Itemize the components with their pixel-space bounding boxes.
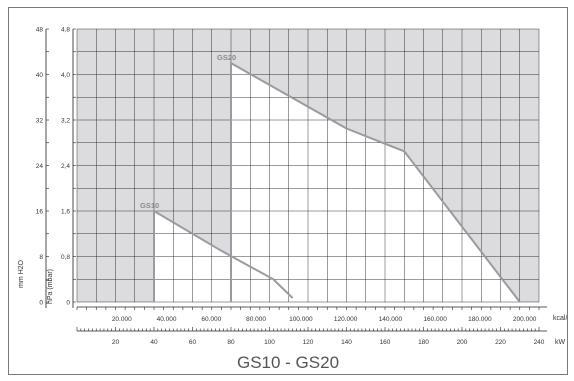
curve-gs10	[153, 209, 294, 302]
x-bottom-tick-label: 220	[495, 339, 506, 346]
x-top-tick-label: 20.000	[112, 316, 132, 323]
series-label-gs20: GS20	[217, 53, 236, 62]
y-outer-tick-label: 8	[39, 254, 43, 261]
x-bottom-tick-label: 160	[380, 339, 391, 346]
y-outer-tick-label: 0	[39, 300, 43, 307]
x-bottom-tick-label: 80	[227, 339, 235, 346]
x-top-tick-label: 120.000	[334, 316, 358, 323]
x-bottom-tick-label: 40	[150, 339, 158, 346]
x-top-tick-label: 60.000	[201, 316, 221, 323]
y-outer-tick-label: 24	[36, 163, 44, 170]
x-top-tick-label: 140.000	[379, 316, 403, 323]
area-gs20	[231, 63, 520, 302]
x-top-tick-label: 180.000	[468, 316, 492, 323]
x-top-tick-label: 100.000	[289, 316, 313, 323]
y-inner-tick-label: 3,2	[61, 118, 70, 125]
x-bottom-tick-label: 140	[341, 339, 352, 346]
x-top-tick-label: 40.000	[157, 316, 177, 323]
x-bottom-tick-label: 120	[303, 339, 314, 346]
series-label-gs10: GS10	[140, 201, 159, 210]
x-bottom-tick-label: 100	[264, 339, 275, 346]
x-bottom-tick-label: 200	[457, 339, 468, 346]
y-inner-tick-label: 4,8	[61, 27, 70, 34]
x-top-axis-label: kcal/h	[553, 315, 567, 322]
x-top-tick-label: 160.000	[423, 316, 447, 323]
x-bottom-axis-label: kW	[555, 339, 566, 346]
curve-gs20	[230, 61, 521, 303]
y-outer-tick-label: 48	[36, 27, 44, 34]
y-outer-tick-label: 32	[36, 118, 44, 125]
x-bottom-tick-label: 180	[418, 339, 429, 346]
y-inner-tick-label: 4,0	[61, 72, 70, 79]
y-inner-tick-label: 1,6	[61, 209, 70, 216]
x-bottom-tick-label: 20	[112, 339, 120, 346]
y-inner-axis-label: hPa (mbar)	[47, 269, 54, 304]
y-outer-axis-label: mm H2O	[18, 259, 25, 288]
y-inner-tick-label: 0	[66, 300, 70, 307]
y-outer-tick-label: 40	[36, 72, 44, 79]
y-outer-tick-label: 16	[36, 209, 44, 216]
chart-frame: 0 8 16 24 32 40 48 0 0,8 1,6 2,4 3,2 4,0 4,8 20.000 40.…	[8, 7, 568, 375]
chart-title: GS10 - GS20	[237, 353, 339, 372]
x-bottom-tick-label: 240	[534, 339, 545, 346]
x-top-tick-label: 200.000	[513, 316, 537, 323]
x-bottom-tick-label: 60	[189, 339, 197, 346]
y-inner-tick-label: 2,4	[61, 163, 70, 170]
x-top-tick-label: 80.000	[246, 316, 266, 323]
pressure-curve-chart: 0 8 16 24 32 40 48 0 0,8 1,6 2,4 3,2 4,0 4,8 20.000 40.…	[18, 27, 567, 373]
y-inner-tick-label: 0,8	[61, 254, 70, 261]
